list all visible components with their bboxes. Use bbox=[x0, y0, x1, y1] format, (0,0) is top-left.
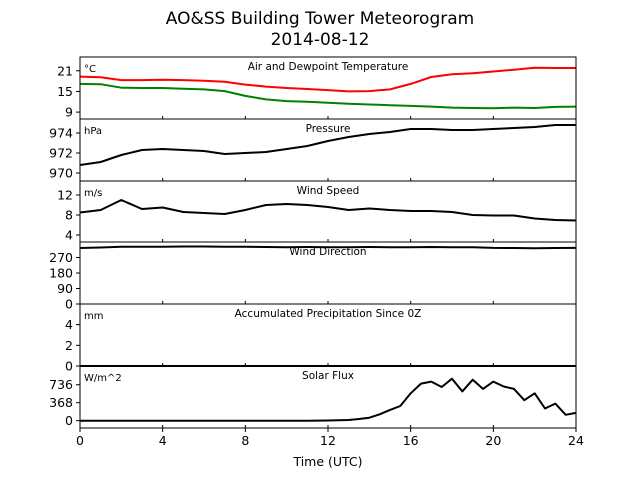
panel-label-wind_speed: Wind Speed bbox=[297, 185, 360, 197]
y-tick-label-solar_flux: 736 bbox=[49, 377, 73, 392]
x-tick-label: 0 bbox=[76, 433, 84, 448]
x-tick-label: 20 bbox=[485, 433, 501, 448]
panel-label-solar_flux: Solar Flux bbox=[302, 370, 354, 382]
y-tick-label-temperature: 21 bbox=[57, 63, 73, 78]
x-tick-label: 24 bbox=[568, 433, 584, 448]
y-tick-label-precipitation: 2 bbox=[65, 338, 73, 353]
series-line-wind_speed-0 bbox=[79, 199, 577, 222]
y-tick-label-wind_direction: 90 bbox=[57, 281, 73, 296]
y-tick-label-wind_speed: 4 bbox=[65, 228, 73, 243]
y-tick-label-solar_flux: 0 bbox=[65, 413, 73, 428]
series-line-temperature-1 bbox=[79, 82, 577, 110]
panel-temperature: 9 15 21 °C Air and Dewpoint Temperature bbox=[57, 56, 577, 120]
x-tick-label: 4 bbox=[159, 433, 167, 448]
x-tick-label: 16 bbox=[403, 433, 419, 448]
y-tick-label-wind_speed: 8 bbox=[65, 208, 73, 223]
y-tick-label-wind_direction: 270 bbox=[49, 250, 73, 265]
panel-precipitation: 0 2 4 mm Accumulated Precipitation Since 0Z bbox=[65, 303, 577, 374]
unit-label-solar_flux: W/m^2 bbox=[84, 373, 122, 384]
panel-label-temperature: Air and Dewpoint Temperature bbox=[248, 61, 409, 73]
series-line-wind_direction-0 bbox=[79, 245, 577, 250]
x-tick-label: 8 bbox=[241, 433, 249, 448]
chart-title: AO&SS Building Tower Meteorogram bbox=[166, 9, 474, 29]
series-line-pressure-0 bbox=[79, 124, 576, 166]
y-tick-label-wind_direction: 0 bbox=[65, 297, 73, 312]
panel-label-pressure: Pressure bbox=[306, 123, 351, 135]
panel-solar_flux: 0 368 736 W/m^2 Solar Flux bbox=[49, 365, 577, 429]
x-tick-label: 12 bbox=[320, 433, 336, 448]
x-axis-label: Time (UTC) bbox=[292, 454, 362, 469]
y-tick-label-pressure: 970 bbox=[49, 166, 73, 181]
unit-label-temperature: °C bbox=[84, 64, 96, 75]
y-tick-label-pressure: 974 bbox=[49, 126, 73, 141]
chart-subtitle: 2014-08-12 bbox=[271, 30, 370, 50]
x-axis: 0 4 8 12 16 20 24 bbox=[76, 428, 584, 448]
panel-label-wind_direction: Wind Direction bbox=[289, 246, 366, 258]
y-tick-label-wind_direction: 180 bbox=[49, 266, 73, 281]
y-tick-label-precipitation: 0 bbox=[65, 359, 73, 374]
y-tick-label-solar_flux: 368 bbox=[49, 395, 73, 410]
y-tick-label-temperature: 9 bbox=[65, 105, 73, 120]
y-tick-label-precipitation: 4 bbox=[65, 317, 73, 332]
y-tick-label-temperature: 15 bbox=[57, 84, 73, 99]
series-line-solar_flux-0 bbox=[80, 377, 577, 422]
unit-label-precipitation: mm bbox=[84, 311, 103, 322]
series-line-temperature-0 bbox=[79, 66, 576, 93]
y-tick-label-pressure: 972 bbox=[49, 146, 73, 161]
unit-label-pressure: hPa bbox=[84, 126, 102, 137]
panel-wind_speed: 4 8 12 m/s Wind Speed bbox=[57, 180, 577, 243]
panel-label-precipitation: Accumulated Precipitation Since 0Z bbox=[235, 308, 422, 320]
y-tick-label-wind_speed: 12 bbox=[57, 188, 73, 203]
panel-pressure: 970 972 974 hPa Pressure bbox=[49, 118, 577, 182]
unit-label-wind_speed: m/s bbox=[84, 188, 102, 199]
